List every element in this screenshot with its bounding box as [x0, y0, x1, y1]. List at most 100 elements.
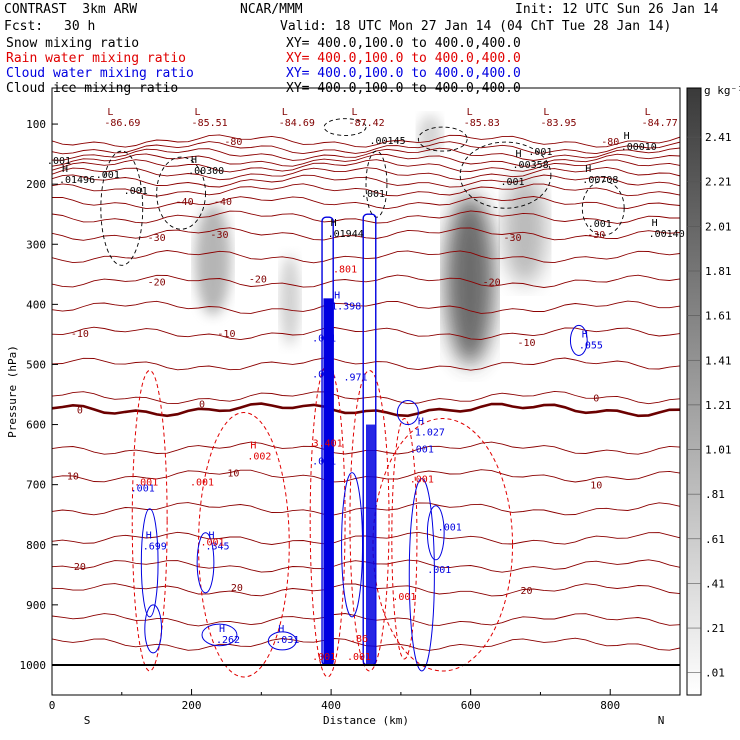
contour-value-label: .001: [124, 186, 148, 197]
cloud-ice-contour: [365, 150, 388, 218]
isotherm-label: 10: [67, 472, 79, 483]
colorbar-level-label: .21: [705, 622, 725, 635]
temperature-isotherm: [52, 159, 680, 173]
contour-value-label: .001: [392, 592, 416, 603]
temperature-isotherm: [52, 210, 680, 224]
y-tick-label: 300: [26, 238, 46, 251]
contour-value-label: .001: [427, 565, 451, 576]
temperature-isotherm: [52, 196, 680, 210]
field-snow-xy: XY= 400.0,100.0 to 400.0,400.0: [286, 36, 521, 51]
contour-value-label: .001: [312, 333, 336, 344]
plot-frame: [51, 87, 681, 696]
isotherm-label: -20: [249, 275, 267, 286]
isotherm-label: -40: [176, 197, 194, 208]
colorbar-level-label: 1.81: [705, 265, 732, 278]
temperature-isotherm: [52, 153, 680, 167]
y-tick-label: 1000: [20, 659, 47, 672]
isotherm-label: -20: [483, 278, 501, 289]
contour-value-label: .001: [347, 652, 371, 663]
colorbar-level-label: 2.01: [705, 220, 732, 233]
y-tick-label: 900: [26, 599, 46, 612]
contour-value-label: 3.401: [313, 439, 343, 450]
colorbar-level-label: 2.21: [705, 176, 732, 189]
contour-value-label: .001: [47, 156, 71, 167]
temperature-isotherm: [52, 300, 680, 314]
extremum-marker: H: [516, 149, 522, 160]
isotherm-label: 10: [227, 469, 239, 480]
y-tick-label: 700: [26, 479, 46, 492]
fcst-value: 30 h: [64, 19, 96, 34]
extremum-value: 1.027: [415, 428, 445, 439]
extremum-marker: H: [582, 329, 588, 340]
field-rain-xy: XY= 400.0,100.0 to 400.0,400.0: [286, 51, 521, 66]
contour-value-label: .001: [312, 457, 336, 468]
colorbar-level-label: 1.41: [705, 354, 732, 367]
extremum-value: -87.42: [349, 118, 385, 129]
field-rain-name: Rain water mixing ratio: [6, 51, 187, 66]
x-tick-label: 200: [182, 699, 202, 712]
extremum-marker: L: [107, 107, 113, 118]
contour-value-label: .001: [528, 147, 552, 158]
snow-shading: [195, 115, 547, 365]
contour-value-label: .86: [350, 634, 368, 645]
contour-value-label: .001: [312, 369, 336, 380]
contour-value-label: .001: [312, 652, 336, 663]
extremum-value: .00358: [513, 160, 549, 171]
y-axis-label: Pressure (hPa): [6, 345, 19, 438]
extremum-value: .055: [579, 340, 603, 351]
isotherm-label: 10: [590, 481, 602, 492]
isotherm-label: -80: [224, 137, 242, 148]
colorbar-unit: g kg⁻¹: [704, 84, 740, 97]
rain-water-contour: [372, 418, 514, 672]
x-axis-label: Distance (km): [323, 714, 409, 727]
isotherm-label: -30: [587, 230, 605, 241]
temperature-isotherm: [52, 227, 680, 241]
colorbar-level-label: 1.21: [705, 399, 732, 412]
cloud-water-core: [366, 424, 375, 665]
cloud-water-core: [323, 298, 334, 665]
temperature-isotherm: [52, 402, 680, 418]
snow-shade-area: [195, 205, 231, 315]
isotherm-label: -10: [217, 329, 235, 340]
extremum-marker: H: [250, 441, 256, 452]
extremum-marker: H: [331, 218, 337, 229]
x-tick-label: 800: [600, 699, 620, 712]
temperature-isotherm: [52, 141, 680, 155]
contour-value-label: .001: [96, 170, 120, 181]
cloud-water-contour: [396, 400, 419, 426]
rain-water-contour: [349, 369, 390, 672]
rain-water-contour: [131, 369, 168, 672]
colorbar-level-label: 1.61: [705, 310, 732, 323]
cloud-ice-contour: [156, 156, 206, 230]
extremum-marker: H: [585, 164, 591, 175]
x-tick-label: 0: [49, 699, 56, 712]
snow-shade-area: [445, 195, 495, 365]
contour-value-label: .001: [410, 475, 434, 486]
extremum-value: .262: [216, 635, 240, 646]
cloud-water-contour: [341, 472, 364, 618]
y-tick-label: 800: [26, 539, 46, 552]
colorbar-level-label: .01: [705, 667, 725, 680]
cloud-ice-contour: [100, 150, 144, 266]
contour-value-label: .801: [333, 264, 357, 275]
isotherm-label: 0: [199, 400, 205, 411]
extremum-value: -83.95: [540, 118, 576, 129]
colorbar-level-label: .61: [705, 533, 725, 546]
y-tick-label: 600: [26, 419, 46, 432]
colorbar-scale: [686, 87, 702, 696]
contour-value-label: .001: [131, 484, 155, 495]
cloud-water-contour: [569, 324, 588, 356]
contour-value-label: .001: [361, 189, 385, 200]
isotherm-label: 0: [77, 406, 83, 417]
fcst-label: Fcst:: [4, 19, 44, 34]
isotherm-label: -30: [148, 233, 166, 244]
contour-value-label: .001: [588, 219, 612, 230]
init-label: Init: 12 UTC Sun 26 Jan 14: [515, 2, 719, 17]
isotherm-label: -30: [210, 230, 228, 241]
extremum-marker: H: [62, 164, 68, 175]
y-tick-label: 200: [26, 178, 46, 191]
x-tick-label: 400: [321, 699, 341, 712]
field-cloudwater-xy: XY= 400.0,100.0 to 400.0,400.0: [286, 66, 521, 81]
isotherm-label: -20: [148, 278, 166, 289]
